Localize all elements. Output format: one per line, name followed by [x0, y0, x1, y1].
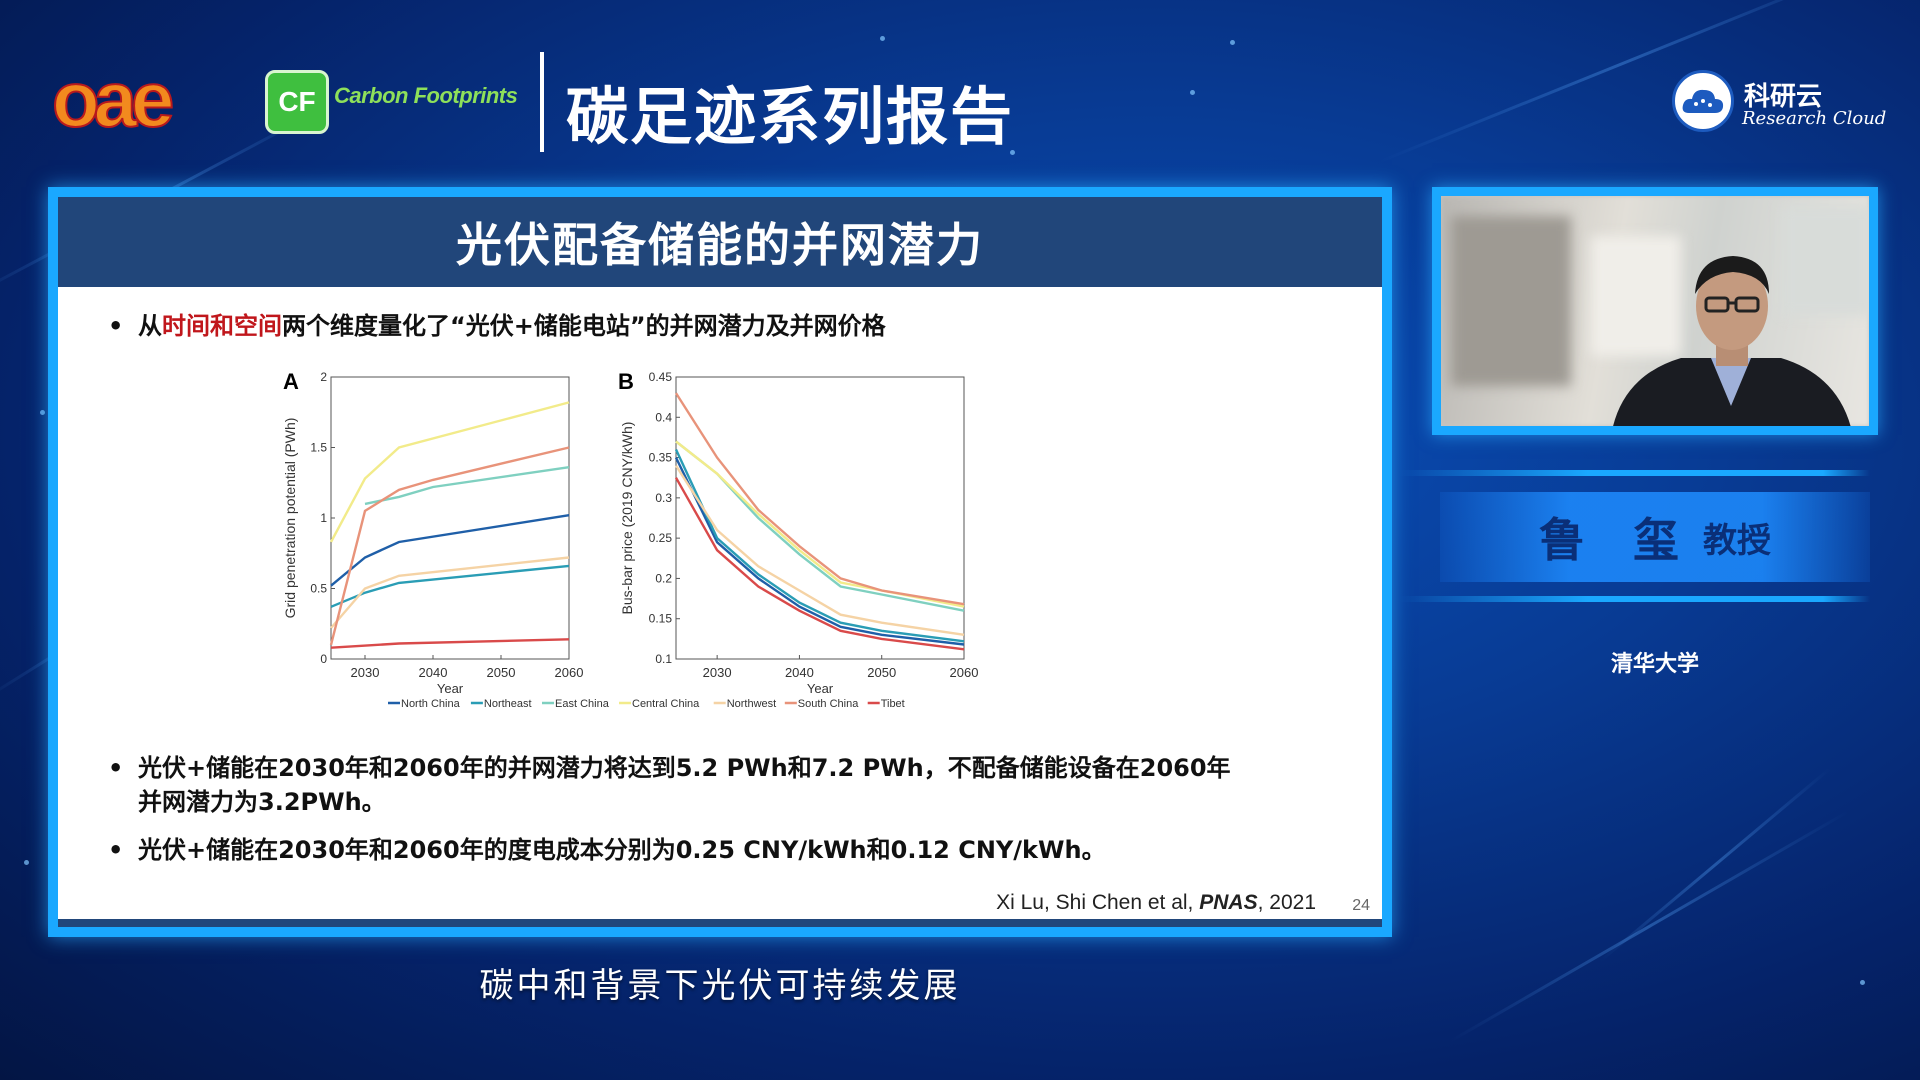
series-line-tibet — [674, 477, 965, 651]
series-line-northwest — [674, 464, 965, 636]
plot-area-A — [330, 376, 570, 660]
speaker-name: 鲁 玺 — [1538, 513, 1695, 567]
bullet-highlight: 时间和空间 — [162, 312, 282, 340]
y-tick-label: 2 — [320, 370, 327, 384]
y-tick-label: 0.35 — [649, 451, 673, 465]
panel-label: B — [618, 369, 634, 394]
series-line-east-china — [675, 440, 965, 612]
y-axis-label: Bus-bar price (2019 CNY/kWh) — [619, 422, 635, 615]
y-tick-label: 0.2 — [655, 571, 672, 585]
video-blur-region — [1591, 236, 1681, 356]
series-line-northeast — [330, 564, 570, 608]
video-blur-region — [1781, 206, 1869, 316]
speaker-title: 教授 — [1703, 520, 1771, 561]
y-tick-label: 0.5 — [310, 582, 327, 596]
legend-item: Tibet — [881, 698, 905, 710]
y-tick-label: 1 — [320, 511, 327, 525]
citation-journal: PNAS — [1199, 891, 1258, 914]
x-tick-label: 2030 — [351, 665, 380, 680]
cloud-icon — [1682, 89, 1724, 113]
y-axis-label: Grid penetration potential (PWh) — [282, 418, 298, 619]
x-tick-label: 2060 — [950, 665, 979, 680]
nameplate-line-bottom — [1400, 596, 1870, 602]
bullet-cost: • 光伏+储能在2030年和2060年的度电成本分别为0.25 CNY/kWh和… — [108, 833, 1106, 867]
presentation-slide: 光伏配备储能的并网潜力 • 从时间和空间两个维度量化了“光伏+储能电站”的并网潜… — [48, 187, 1392, 937]
x-tick-label: 2040 — [419, 665, 448, 680]
legend-item: Central China — [632, 698, 700, 710]
research-cloud-logo-icon — [1672, 70, 1734, 132]
bullet-line: 并网潜力为3.2PWh。 — [138, 788, 386, 816]
speaker-silhouette — [1613, 256, 1851, 426]
speaker-video-feed[interactable] — [1432, 187, 1878, 435]
cf-logo-badge: CF — [265, 70, 329, 134]
series-line-central-china — [329, 401, 570, 543]
report-series-title: 碳足迹系列报告 — [566, 80, 1015, 153]
legend-item: East China — [555, 698, 610, 710]
chart-figure: A 2030 2040 2050 2060 0 0.5 1 1.5 2 Year Grid penet… — [282, 369, 979, 710]
oae-logo: oae — [52, 68, 179, 136]
series-line-north-china — [330, 514, 570, 587]
slide-title: 光伏配备储能的并网潜力 — [456, 218, 984, 272]
panel-label: A — [283, 369, 299, 394]
video-caption: 碳中和背景下光伏可持续发展 — [479, 966, 961, 1006]
research-cloud-title: 科研云 — [1744, 82, 1823, 112]
y-tick-label: 1.5 — [310, 441, 327, 455]
series-line-northwest — [330, 556, 570, 629]
bullet-marker: • — [108, 754, 124, 782]
legend-item: North China — [401, 698, 461, 710]
citation-authors: Xi Lu, Shi Chen et al, — [996, 891, 1194, 914]
speaker-nameplate: 鲁 玺 教授 — [1440, 492, 1870, 582]
y-tick-label: 0.1 — [655, 652, 672, 666]
x-axis-label: Year — [437, 681, 464, 696]
x-tick-label: 2030 — [703, 665, 732, 680]
x-tick-label: 2050 — [487, 665, 516, 680]
slide-bottom-bar — [58, 919, 1382, 927]
bullet-marker: • — [108, 312, 124, 340]
x-tick-label: 2060 — [555, 665, 584, 680]
carbon-footprints-logo-text: Carbon Footprints — [334, 83, 518, 108]
nameplate-line-top — [1400, 470, 1870, 476]
y-tick-label: 0.25 — [649, 531, 673, 545]
header-divider — [540, 52, 544, 152]
slide-page-number: 24 — [1352, 897, 1370, 914]
bullet-suffix: 两个维度量化了“光伏+储能电站”的并网潜力及并网价格 — [282, 312, 886, 340]
speaker-affiliation: 清华大学 — [1610, 652, 1699, 677]
legend-item: Northwest — [727, 698, 777, 710]
series-line-central-china — [675, 440, 965, 608]
y-tick-label: 0.4 — [655, 410, 672, 424]
series-line-south-china — [674, 392, 965, 606]
oae-logo-text: oae — [52, 68, 172, 136]
citation-year: , 2021 — [1257, 891, 1316, 914]
legend-item: Northeast — [484, 698, 532, 710]
x-axis-label: Year — [807, 681, 834, 696]
legend-item: South China — [798, 698, 859, 710]
bullet-dimensions: • 从时间和空间两个维度量化了“光伏+储能电站”的并网潜力及并网价格 — [108, 309, 886, 343]
citation: Xi Lu, Shi Chen et al, PNAS, 2021 — [996, 891, 1316, 915]
bullet-marker: • — [108, 836, 124, 864]
bullet-grid-potential: • 光伏+储能在2030年和2060年的并网潜力将达到5.2 PWh和7.2 P… — [108, 751, 1231, 819]
y-tick-label: 0.3 — [655, 491, 672, 505]
bullet-prefix: 从 — [138, 312, 162, 340]
slide-title-bar: 光伏配备储能的并网潜力 — [58, 197, 1382, 287]
bullet-line: 光伏+储能在2030年和2060年的并网潜力将达到5.2 PWh和7.2 PWh… — [138, 754, 1231, 782]
plot-area-B — [675, 376, 965, 660]
research-cloud-subtitle: Research Cloud — [1742, 108, 1887, 129]
y-tick-label: 0.15 — [649, 612, 673, 626]
series-line-northeast — [674, 448, 965, 643]
video-blur-region — [1451, 216, 1571, 386]
bullet-text: 光伏+储能在2030年和2060年的度电成本分别为0.25 CNY/kWh和0.… — [138, 836, 1106, 864]
x-tick-label: 2040 — [785, 665, 814, 680]
series-line-north-china — [674, 457, 965, 646]
y-tick-label: 0.45 — [649, 370, 673, 384]
x-tick-label: 2050 — [867, 665, 896, 680]
series-line-south-china — [329, 446, 570, 646]
y-tick-label: 0 — [320, 652, 327, 666]
series-line-tibet — [330, 638, 570, 649]
